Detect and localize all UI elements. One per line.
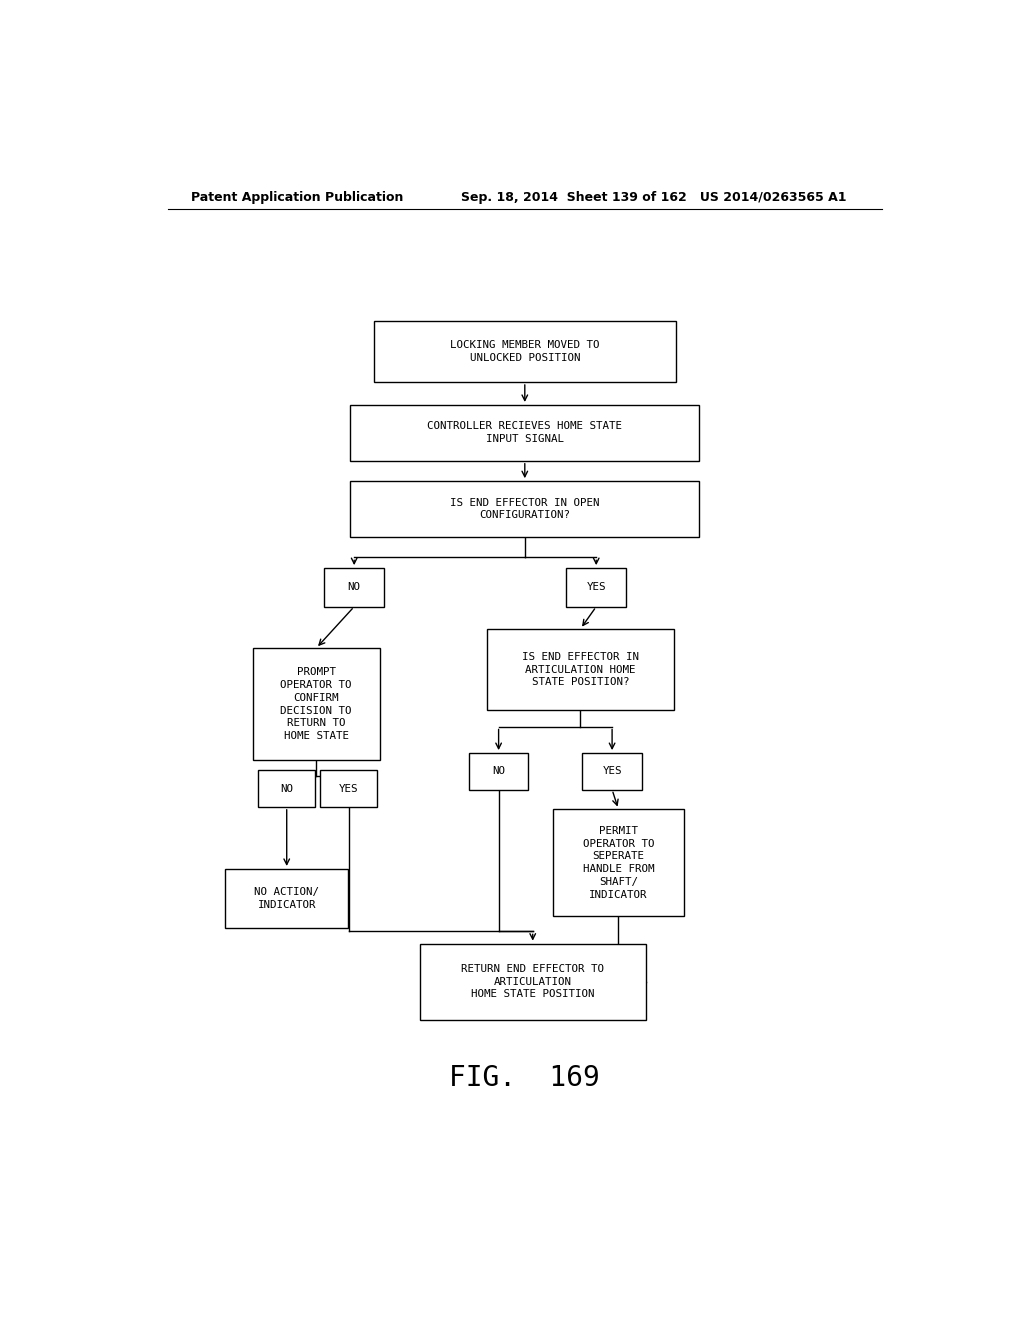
FancyBboxPatch shape <box>253 648 380 760</box>
FancyBboxPatch shape <box>225 869 348 928</box>
Text: PROMPT
OPERATOR TO
CONFIRM
DECISION TO
RETURN TO
HOME STATE: PROMPT OPERATOR TO CONFIRM DECISION TO R… <box>281 667 352 742</box>
Text: RETURN END EFFECTOR TO
ARTICULATION
HOME STATE POSITION: RETURN END EFFECTOR TO ARTICULATION HOME… <box>461 964 604 999</box>
Text: Sep. 18, 2014  Sheet 139 of 162   US 2014/0263565 A1: Sep. 18, 2014 Sheet 139 of 162 US 2014/0… <box>461 190 847 203</box>
Text: YES: YES <box>339 784 358 793</box>
FancyBboxPatch shape <box>321 771 377 807</box>
Text: NO: NO <box>493 767 505 776</box>
FancyBboxPatch shape <box>350 405 699 461</box>
Text: NO: NO <box>348 582 360 593</box>
FancyBboxPatch shape <box>350 480 699 537</box>
Text: PERMIT
OPERATOR TO
SEPERATE
HANDLE FROM
SHAFT/
INDICATOR: PERMIT OPERATOR TO SEPERATE HANDLE FROM … <box>583 826 654 900</box>
Text: LOCKING MEMBER MOVED TO
UNLOCKED POSITION: LOCKING MEMBER MOVED TO UNLOCKED POSITIO… <box>451 341 599 363</box>
Text: Patent Application Publication: Patent Application Publication <box>191 190 403 203</box>
Text: IS END EFFECTOR IN
ARTICULATION HOME
STATE POSITION?: IS END EFFECTOR IN ARTICULATION HOME STA… <box>522 652 639 688</box>
FancyBboxPatch shape <box>583 752 642 789</box>
FancyBboxPatch shape <box>420 944 646 1020</box>
FancyBboxPatch shape <box>566 568 626 607</box>
FancyBboxPatch shape <box>469 752 528 789</box>
Text: NO: NO <box>281 784 293 793</box>
Text: YES: YES <box>602 767 622 776</box>
FancyBboxPatch shape <box>258 771 315 807</box>
FancyBboxPatch shape <box>487 630 674 710</box>
Text: FIG.  169: FIG. 169 <box>450 1064 600 1092</box>
Text: IS END EFFECTOR IN OPEN
CONFIGURATION?: IS END EFFECTOR IN OPEN CONFIGURATION? <box>451 498 599 520</box>
Text: YES: YES <box>587 582 606 593</box>
FancyBboxPatch shape <box>553 809 684 916</box>
Text: NO ACTION/
INDICATOR: NO ACTION/ INDICATOR <box>254 887 319 909</box>
FancyBboxPatch shape <box>374 321 676 381</box>
Text: CONTROLLER RECIEVES HOME STATE
INPUT SIGNAL: CONTROLLER RECIEVES HOME STATE INPUT SIG… <box>427 421 623 445</box>
FancyBboxPatch shape <box>325 568 384 607</box>
